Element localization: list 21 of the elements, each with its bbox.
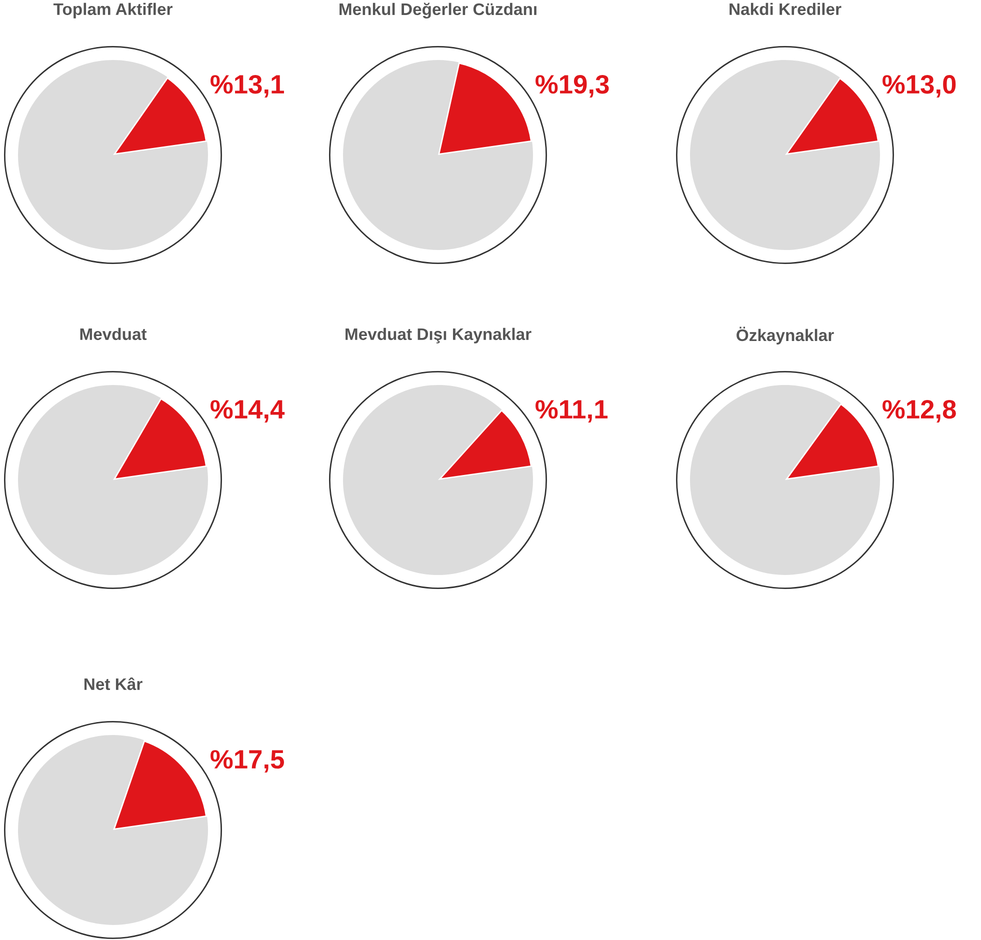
pie-slice xyxy=(18,735,208,925)
pie-slice xyxy=(690,385,880,575)
chart-title: Özkaynaklar xyxy=(736,326,834,344)
data-label: %13,1 xyxy=(210,74,284,98)
data-label: %13,0 xyxy=(882,74,956,98)
pie-slice xyxy=(343,385,533,575)
chart-title: Net Kâr xyxy=(84,677,142,690)
chart-title: Mevduat xyxy=(80,328,147,340)
data-label: %11,1 xyxy=(536,400,608,423)
data-label: %12,8 xyxy=(882,400,956,423)
data-label: %14,4 xyxy=(210,400,285,423)
chart-title: Toplam Aktifler xyxy=(53,2,172,18)
data-label: %17,5 xyxy=(210,750,284,773)
chart-title: Mevduat Dışı Kaynaklar xyxy=(346,328,532,344)
data-label: %19,3 xyxy=(536,74,609,98)
chart-title: Nakdi Krediler xyxy=(730,2,842,16)
pie-slice xyxy=(343,60,533,250)
pie-slice xyxy=(690,60,880,250)
pie-slice xyxy=(18,385,208,575)
pie-slice xyxy=(18,60,208,250)
chart-title: Menkul Değerler Cüzdanı xyxy=(340,2,536,18)
